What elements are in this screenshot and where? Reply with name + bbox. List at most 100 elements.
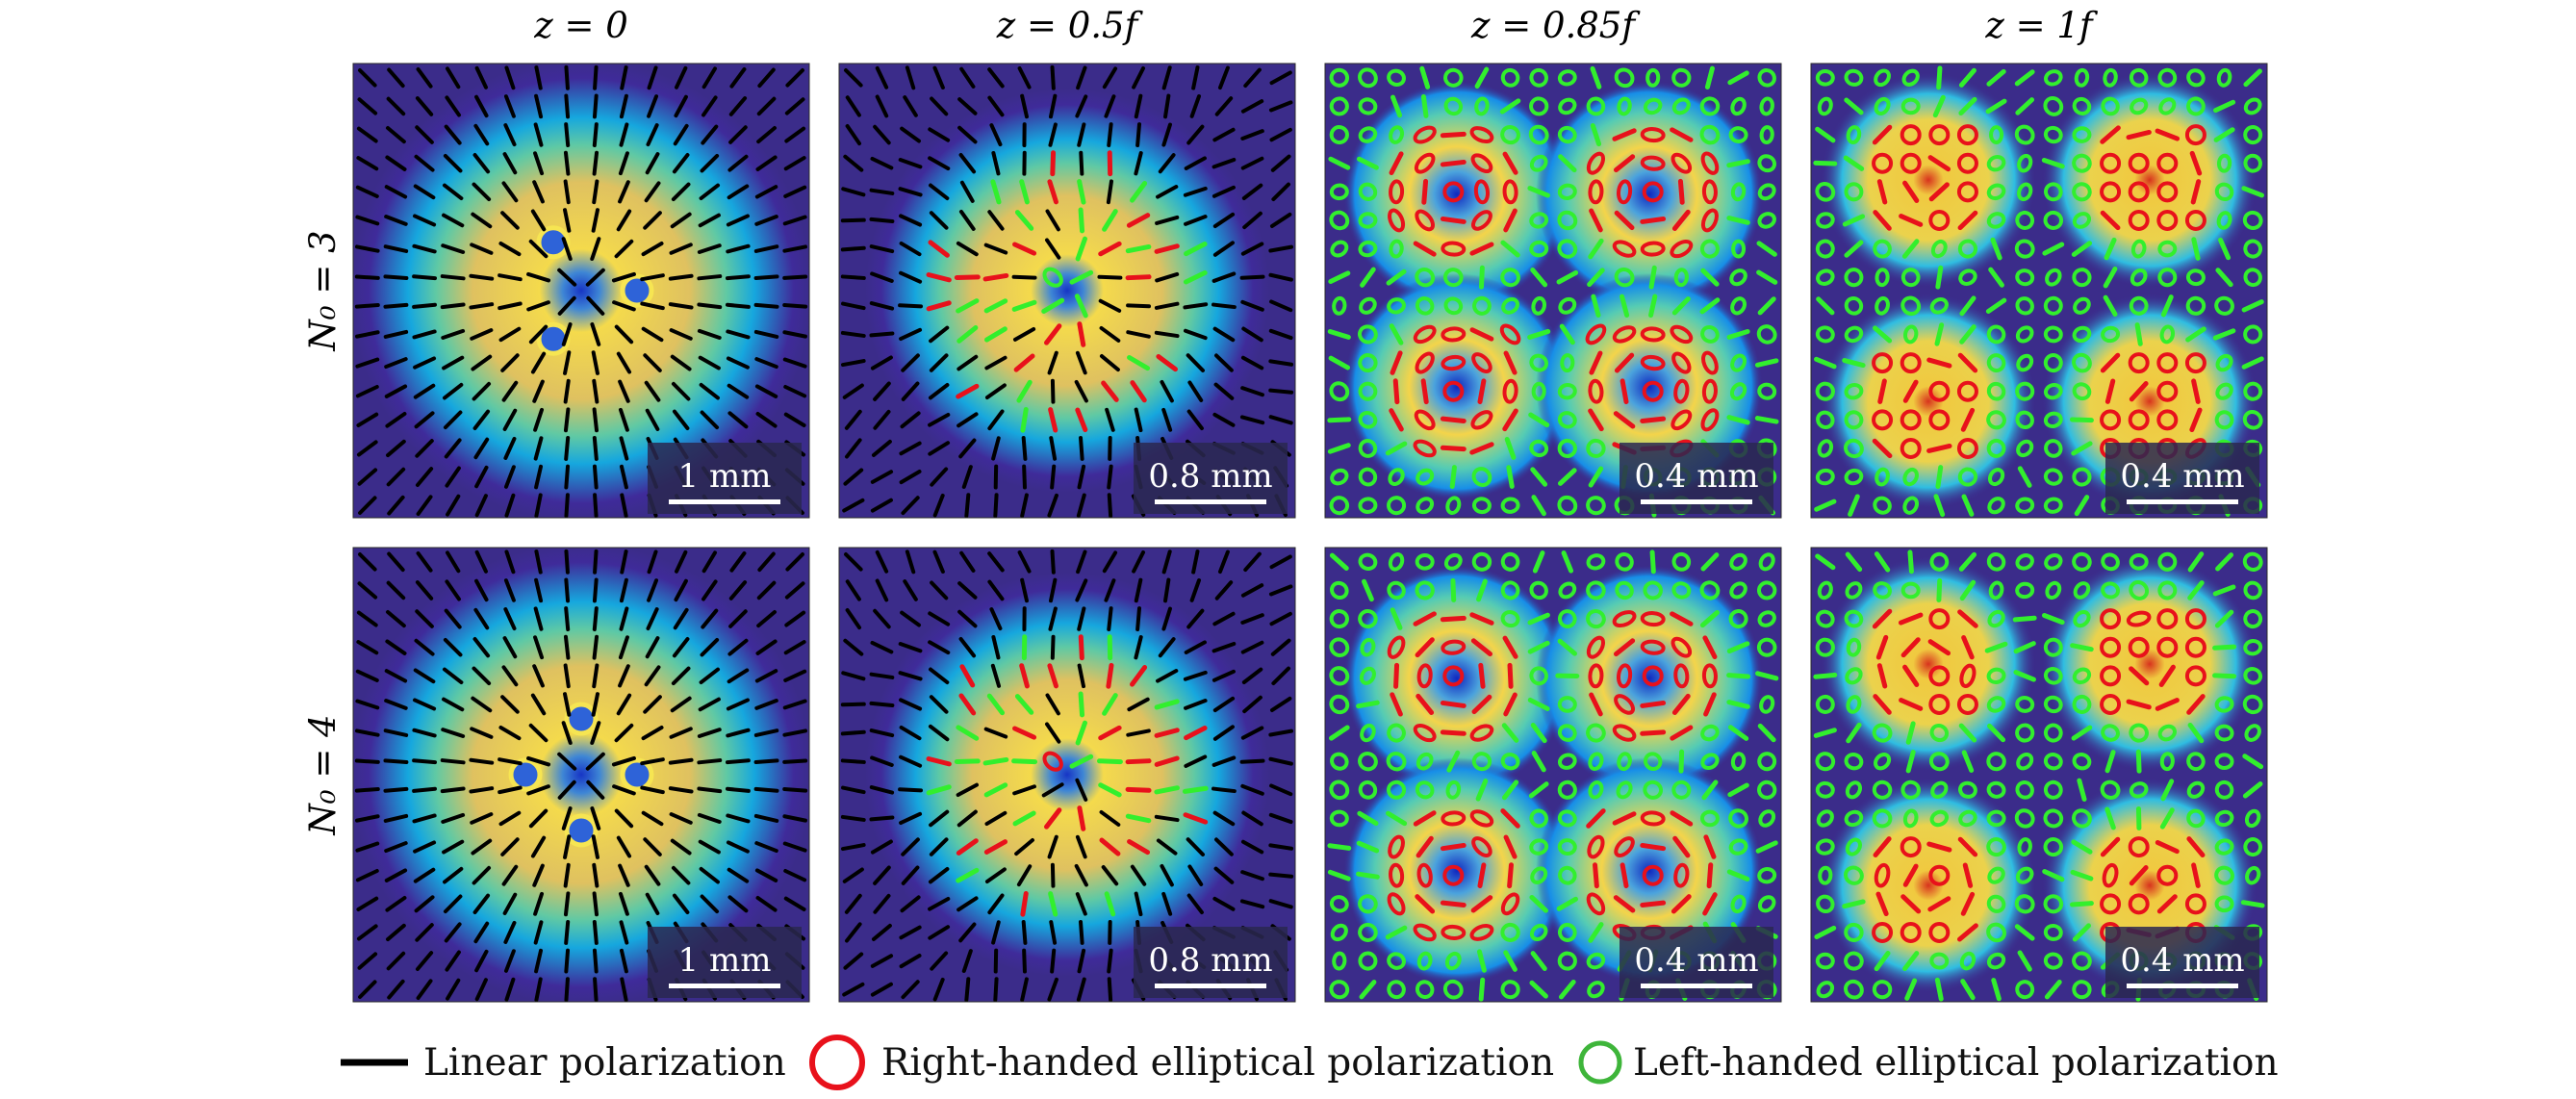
- linear-polarization-mark: [2187, 551, 2205, 573]
- left-handed-polarization-mark: [2045, 268, 2062, 287]
- linear-polarization-mark: [472, 409, 491, 431]
- right-handed-polarization-mark: [1872, 352, 1894, 374]
- panel-n3-z1f-image: [1811, 64, 2267, 518]
- linear-polarization-mark: [1211, 157, 1237, 169]
- left-handed-polarization-mark: [2014, 124, 2035, 145]
- linear-polarization-mark: [444, 124, 462, 145]
- left-handed-polarization-mark: [1987, 497, 2005, 515]
- phase-singularity: [536, 225, 571, 260]
- left-handed-polarization-mark: [1729, 268, 1747, 287]
- legend-item-left: Left-handed elliptical polarization: [1578, 1040, 2279, 1085]
- linear-polarization-mark: [1874, 551, 1891, 573]
- left-handed-polarization-mark: [1757, 752, 1777, 772]
- left-handed-polarization-mark: [1986, 894, 2006, 913]
- linear-polarization-mark: [783, 412, 806, 428]
- linear-polarization-mark: [1843, 155, 1865, 171]
- linear-polarization-mark: [2212, 673, 2237, 679]
- linear-polarization-mark: [532, 664, 545, 688]
- linear-polarization-mark: [964, 493, 971, 518]
- legend-label-linear: Linear polarization: [423, 1041, 786, 1085]
- left-handed-polarization-mark: [2214, 696, 2234, 713]
- left-handed-polarization-mark: [1900, 295, 1922, 317]
- linear-polarization-mark: [442, 839, 465, 855]
- linear-polarization-mark: [620, 65, 628, 90]
- linear-polarization-mark: [987, 210, 1005, 231]
- left-handed-polarization-mark: [2214, 182, 2234, 202]
- linear-polarization-mark: [1191, 65, 1200, 90]
- linear-polarization-mark: [954, 274, 981, 280]
- linear-polarization-mark: [726, 813, 751, 824]
- right-handed-polarization-mark: [1588, 179, 1604, 205]
- linear-polarization-mark: [1154, 785, 1180, 795]
- left-handed-polarization-mark: [1358, 467, 1378, 487]
- linear-polarization-mark: [474, 465, 489, 489]
- linear-polarization-mark: [526, 300, 550, 312]
- linear-polarization-mark: [500, 695, 520, 714]
- right-handed-polarization-mark: [1956, 181, 1978, 203]
- left-handed-polarization-mark: [1557, 382, 1577, 400]
- left-handed-polarization-mark: [2157, 580, 2178, 601]
- scale-bar-line: [2127, 499, 2238, 504]
- left-handed-polarization-mark: [2129, 67, 2149, 88]
- linear-polarization-mark: [563, 150, 571, 176]
- linear-polarization-mark: [1962, 862, 1974, 888]
- linear-polarization-mark: [785, 552, 804, 572]
- linear-polarization-mark: [470, 328, 494, 341]
- left-handed-polarization-mark: [1987, 609, 2005, 628]
- linear-polarization-mark: [443, 866, 464, 884]
- linear-polarization-mark: [614, 239, 634, 259]
- linear-polarization-mark: [354, 274, 380, 280]
- linear-polarization-mark: [1240, 242, 1264, 256]
- left-handed-polarization-mark: [1358, 411, 1378, 429]
- right-handed-polarization-mark: [1673, 378, 1690, 404]
- left-handed-polarization-mark: [2186, 96, 2206, 116]
- left-handed-polarization-mark: [1358, 552, 1378, 571]
- right-handed-polarization-mark: [1389, 862, 1405, 888]
- linear-polarization-mark: [670, 838, 692, 856]
- right-handed-polarization-mark: [1900, 836, 1922, 858]
- linear-polarization-mark: [903, 579, 918, 601]
- linear-polarization-mark: [983, 782, 1008, 798]
- linear-polarization-mark: [1075, 350, 1087, 375]
- linear-polarization-mark: [355, 868, 379, 882]
- linear-polarization-mark: [1704, 65, 1715, 89]
- left-handed-polarization-mark: [1500, 580, 1520, 601]
- linear-polarization-mark: [383, 786, 409, 793]
- left-handed-polarization-mark: [1500, 980, 1520, 1000]
- left-handed-polarization-mark: [2043, 382, 2063, 400]
- left-handed-polarization-mark: [1986, 353, 2006, 373]
- linear-polarization-mark: [875, 550, 889, 574]
- linear-polarization-mark: [782, 841, 807, 853]
- linear-polarization-mark: [500, 211, 520, 230]
- left-handed-polarization-mark: [1929, 952, 1950, 970]
- linear-polarization-mark: [1961, 750, 1975, 773]
- linear-polarization-mark: [1268, 100, 1293, 113]
- panel-n3-z0-frame: [352, 63, 810, 519]
- left-handed-polarization-mark: [1757, 610, 1776, 627]
- linear-polarization-mark: [840, 274, 866, 280]
- linear-polarization-mark: [1640, 900, 1667, 907]
- linear-polarization-mark: [1527, 697, 1550, 711]
- linear-polarization-mark: [1876, 179, 1888, 205]
- linear-polarization-mark: [1589, 692, 1603, 717]
- linear-polarization-mark: [753, 728, 779, 737]
- left-handed-polarization-mark: [1900, 581, 1921, 600]
- linear-polarization-mark: [1987, 723, 2006, 743]
- linear-polarization-mark: [563, 407, 571, 433]
- linear-polarization-mark: [1328, 270, 1351, 285]
- linear-polarization-mark: [1648, 294, 1658, 319]
- scale-bar-label: 1 mm: [678, 941, 772, 980]
- legend-item-linear: Linear polarization: [341, 1041, 786, 1085]
- left-handed-polarization-mark: [1557, 724, 1577, 742]
- right-handed-polarization-mark: [1416, 663, 1433, 689]
- linear-polarization-mark: [1022, 948, 1027, 974]
- left-handed-polarization-mark: [1986, 809, 2006, 828]
- linear-polarization-mark: [2155, 698, 2180, 711]
- left-handed-polarization-mark: [1358, 324, 1378, 345]
- left-handed-polarization-mark: [1872, 780, 1893, 800]
- linear-polarization-mark: [1614, 210, 1635, 231]
- linear-polarization-mark: [782, 215, 807, 226]
- linear-polarization-mark: [1213, 382, 1235, 400]
- linear-polarization-mark: [1271, 182, 1291, 202]
- linear-polarization-mark: [446, 494, 461, 517]
